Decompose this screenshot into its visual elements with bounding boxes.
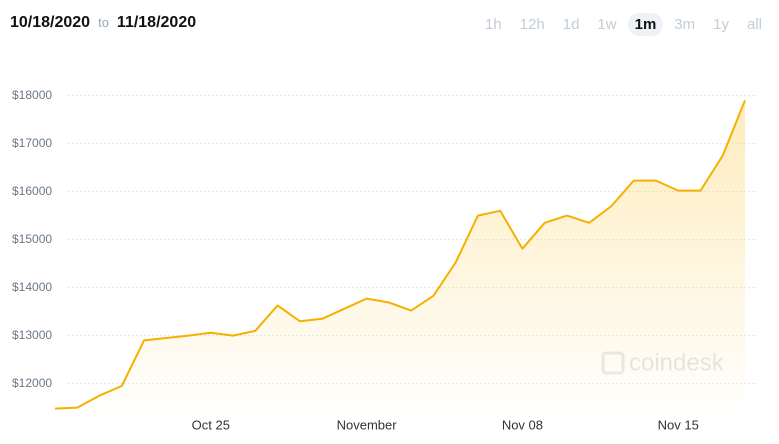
from-date: 10/18/2020: [10, 14, 91, 31]
x-tick-label: Nov 15: [658, 417, 699, 432]
y-tick-label: $14000: [12, 280, 52, 294]
range-button[interactable]: 1m: [627, 13, 664, 36]
y-tick-label: $13000: [12, 328, 52, 342]
range-button[interactable]: 1h: [485, 16, 502, 33]
y-tick-label: $16000: [12, 184, 52, 198]
range-button[interactable]: 1w: [597, 16, 617, 33]
x-tick-label: November: [337, 417, 398, 432]
date-range: 10/18/2020 to 11/18/2020: [10, 14, 196, 32]
price-line: [54, 100, 746, 410]
range-button[interactable]: 1y: [713, 16, 729, 33]
y-tick-label: $15000: [12, 232, 52, 246]
range-button[interactable]: all: [746, 16, 762, 33]
range-button[interactable]: 3m: [674, 16, 696, 33]
range-buttons: 1h 12h 1d 1w 1m 3m 1y all: [478, 13, 769, 36]
x-tick-label: Nov 08: [502, 417, 543, 432]
x-tick-label: Oct 25: [192, 417, 230, 432]
y-tick-label: $18000: [12, 88, 52, 102]
to-label: to: [98, 15, 109, 30]
y-tick-label: $17000: [12, 136, 52, 150]
to-date: 11/18/2020: [116, 14, 197, 31]
area: [55, 100, 745, 411]
y-tick-label: $12000: [12, 376, 52, 390]
range-button[interactable]: 12h: [519, 16, 545, 33]
range-button[interactable]: 1d: [562, 16, 580, 33]
